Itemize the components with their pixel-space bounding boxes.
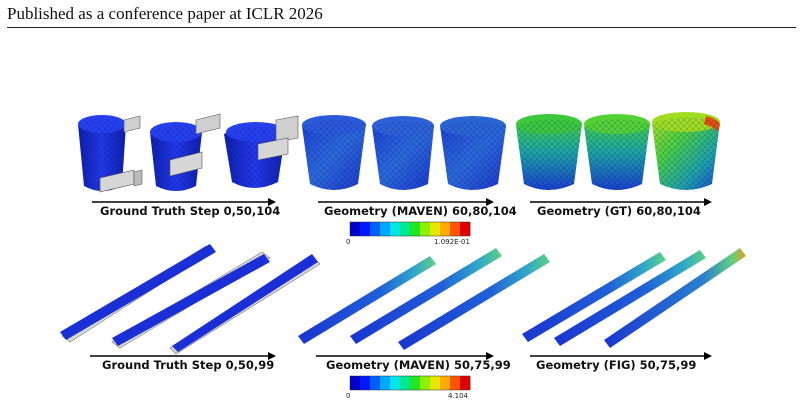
fig-beam-1 (522, 252, 666, 342)
colorbar-swatch (460, 222, 471, 236)
colorbar-swatch (410, 376, 421, 390)
page-header: Published as a conference paper at ICLR … (7, 4, 323, 23)
row2-colorbar (349, 375, 471, 391)
colorbar-swatch (400, 376, 411, 390)
row2-colorbar-max: 4.104 (448, 392, 469, 400)
row1-colorbar-min: 0 (346, 238, 350, 246)
row2-arrow-2 (316, 352, 494, 360)
colorbar-swatch (420, 376, 431, 390)
gt-cup-1 (78, 115, 126, 191)
gtc-cup-3 (652, 112, 720, 190)
row1-label-maven: Geometry (MAVEN) 60,80,104 (324, 204, 517, 218)
maven-beam-3 (398, 254, 550, 350)
row1-colorbar-max: 1.092E-01 (434, 238, 470, 246)
colorbar-swatch (440, 376, 451, 390)
colorbar-swatch (440, 222, 451, 236)
colorbar-swatch (450, 376, 461, 390)
gt-fixture-1 (99, 115, 143, 193)
colorbar-swatch (390, 376, 401, 390)
colorbar-swatch (430, 222, 441, 236)
colorbar-swatch (420, 222, 431, 236)
colorbar-swatch (450, 222, 461, 236)
row2-arrow-3 (530, 352, 712, 360)
gt-beam-1 (60, 244, 216, 343)
colorbar-swatch (370, 222, 381, 236)
row1-arrow-3 (530, 198, 712, 206)
gt-cup-2 (150, 122, 202, 191)
row2-label-ground-truth: Ground Truth Step 0,50,99 (102, 358, 274, 372)
colorbar-swatch (380, 376, 391, 390)
colorbar-swatch (360, 222, 371, 236)
row1-label-ground-truth: Ground Truth Step 0,50,104 (100, 204, 280, 218)
header-rule (7, 27, 796, 28)
row2-colorbar-min: 0 (346, 392, 350, 400)
fig-beam-3 (604, 248, 746, 348)
row1-colorbar (349, 221, 471, 237)
fig-beam-2 (554, 250, 706, 346)
row1-arrow-1 (92, 198, 276, 206)
row2-label-fig: Geometry (FIG) 50,75,99 (536, 358, 696, 372)
gt-fixture-3 (257, 115, 299, 161)
colorbar-swatch (410, 222, 421, 236)
row1-arrow-2 (318, 198, 494, 206)
colorbar-frame (349, 221, 471, 237)
colorbar-swatch (360, 376, 371, 390)
gtc-cup-2 (584, 114, 650, 190)
maven-cup-2 (372, 116, 434, 190)
colorbar-swatch (380, 222, 391, 236)
colorbar-swatch (350, 222, 361, 236)
maven-beam-1 (298, 256, 436, 344)
colorbar-swatch (390, 222, 401, 236)
colorbar-swatch (430, 376, 441, 390)
maven-cup-3 (440, 116, 506, 190)
colorbar-frame (349, 375, 471, 391)
row1-label-gt: Geometry (GT) 60,80,104 (537, 204, 701, 218)
colorbar-swatch (370, 376, 381, 390)
gt-beam-3 (169, 254, 321, 355)
colorbar-swatch (400, 222, 411, 236)
maven-beam-2 (350, 248, 502, 344)
row2-arrow-1 (90, 352, 276, 360)
row2-label-maven: Geometry (MAVEN) 50,75,99 (326, 358, 511, 372)
gt-beam-2 (111, 251, 271, 349)
colorbar-swatch (460, 376, 471, 390)
gt-fixture-2 (169, 113, 221, 177)
maven-cup-1 (302, 115, 366, 190)
gtc-cup-1 (516, 114, 582, 190)
colorbar-swatch (350, 376, 361, 390)
